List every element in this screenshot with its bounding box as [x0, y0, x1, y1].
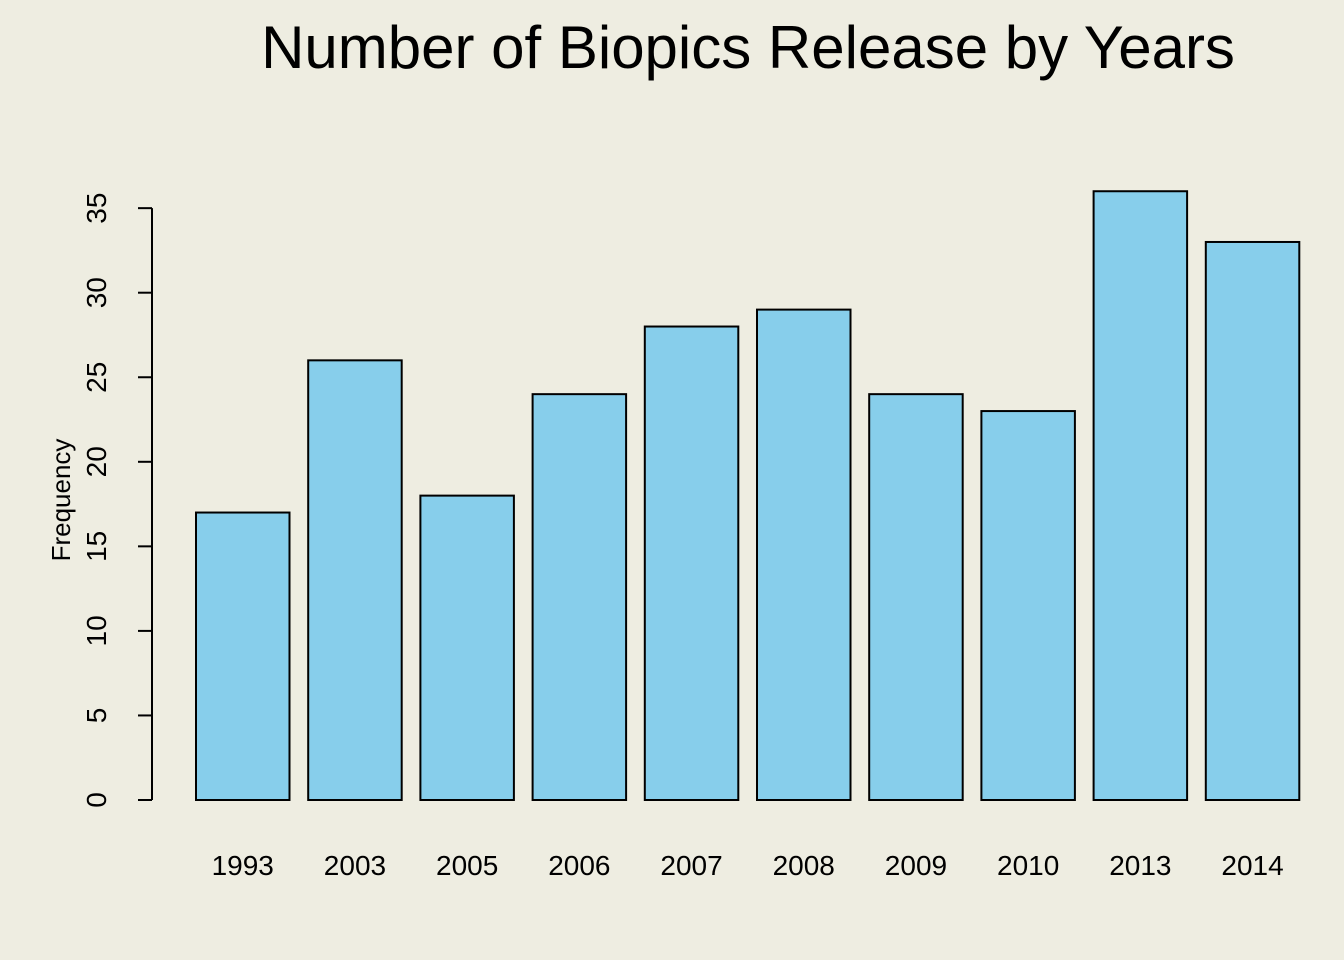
- x-tick-label: 2007: [660, 850, 722, 881]
- x-tick-label: 2009: [885, 850, 947, 881]
- bar-2010: [980, 410, 1076, 801]
- bar-2014: [1204, 240, 1301, 802]
- y-tick-label: 0: [81, 792, 112, 808]
- bars-group: [195, 190, 1301, 802]
- bar-1993: [195, 511, 291, 802]
- bar-2008: [756, 308, 852, 801]
- x-tick-labels: 1993 2003 2005 2006 2007 2008 2009 2010 2013 2014: [212, 850, 1284, 881]
- y-tick-label: 20: [81, 446, 112, 477]
- y-tick-label: 25: [81, 362, 112, 393]
- bar-2013: [1092, 190, 1189, 802]
- bar-2005: [419, 494, 515, 801]
- bar-2009: [868, 393, 964, 801]
- y-tick-label: 30: [81, 277, 112, 308]
- y-axis: 0 5 10 15 20 25 30 35: [81, 193, 153, 808]
- x-tick-label: 2005: [436, 850, 498, 881]
- x-tick-label: 2010: [997, 850, 1059, 881]
- y-tick-label: 35: [81, 193, 112, 224]
- chart-title: Number of Biopics Release by Years: [261, 14, 1235, 81]
- x-tick-label: 2008: [773, 850, 835, 881]
- x-tick-label: 2003: [324, 850, 386, 881]
- y-tick-label: 5: [81, 708, 112, 724]
- x-tick-label: 1993: [212, 850, 274, 881]
- y-axis-label: Frequency: [46, 439, 76, 562]
- y-tick-label: 10: [81, 615, 112, 646]
- bar-2003: [307, 359, 403, 801]
- bar-2006: [531, 393, 628, 801]
- bar-2007: [643, 325, 740, 801]
- x-tick-label: 2006: [548, 850, 610, 881]
- x-tick-label: 2014: [1221, 850, 1283, 881]
- x-tick-label: 2013: [1109, 850, 1171, 881]
- y-tick-label: 15: [81, 531, 112, 562]
